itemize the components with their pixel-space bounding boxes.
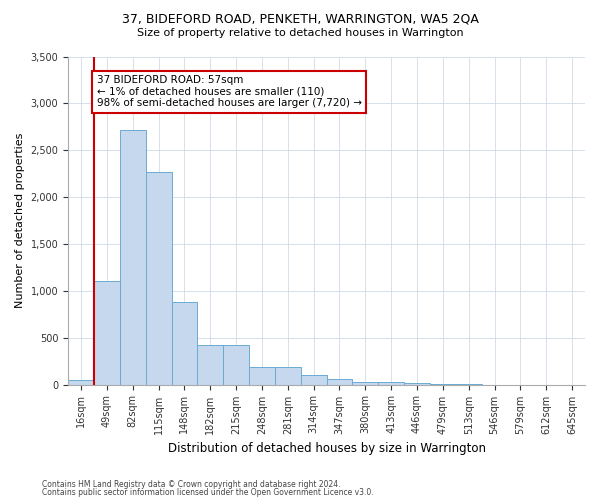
Text: 37, BIDEFORD ROAD, PENKETH, WARRINGTON, WA5 2QA: 37, BIDEFORD ROAD, PENKETH, WARRINGTON, … xyxy=(122,12,478,26)
Text: Contains public sector information licensed under the Open Government Licence v3: Contains public sector information licen… xyxy=(42,488,374,497)
Text: 37 BIDEFORD ROAD: 57sqm
← 1% of detached houses are smaller (110)
98% of semi-de: 37 BIDEFORD ROAD: 57sqm ← 1% of detached… xyxy=(97,75,362,108)
Bar xyxy=(404,383,430,384)
Bar xyxy=(301,375,326,384)
Bar xyxy=(120,130,146,384)
Bar xyxy=(352,382,378,384)
Bar xyxy=(275,367,301,384)
Text: Size of property relative to detached houses in Warrington: Size of property relative to detached ho… xyxy=(137,28,463,38)
Bar xyxy=(146,172,172,384)
Bar xyxy=(378,382,404,384)
Text: Contains HM Land Registry data © Crown copyright and database right 2024.: Contains HM Land Registry data © Crown c… xyxy=(42,480,341,489)
Bar xyxy=(197,345,223,385)
Bar xyxy=(326,379,352,384)
Y-axis label: Number of detached properties: Number of detached properties xyxy=(15,133,25,308)
Bar xyxy=(68,380,94,384)
Bar xyxy=(94,280,120,384)
Bar xyxy=(249,367,275,384)
X-axis label: Distribution of detached houses by size in Warrington: Distribution of detached houses by size … xyxy=(167,442,485,455)
Bar xyxy=(172,302,197,384)
Bar xyxy=(223,345,249,385)
